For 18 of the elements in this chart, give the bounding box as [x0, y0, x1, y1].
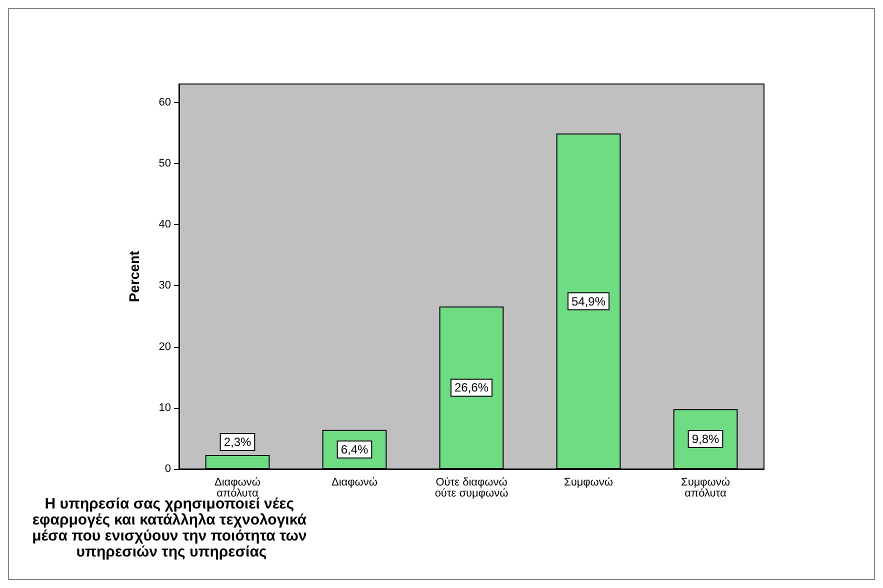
y-tick-label: 20 — [158, 340, 171, 353]
y-tick-label: 30 — [158, 280, 171, 292]
x-tick-label: Συμφωνώ απόλυτα — [681, 476, 730, 500]
data-label: 26,6% — [454, 380, 489, 395]
y-tick-label: 10 — [158, 402, 171, 414]
x-axis-title: Η υπηρεσία σας χρησιμοποιεί νέες εφαρμογές και κατάλληλα τεχνολογικά μέσα που ενισχύουν την ποιότητα των υπηρεσιών της υπηρεσίας — [32, 496, 311, 560]
data-label: 9,8% — [692, 432, 720, 446]
data-label: 2,3% — [224, 434, 252, 449]
y-tick-label: 0 — [164, 463, 171, 475]
y-tick-label: 40 — [158, 218, 171, 231]
x-tick-label: Διαφωνώ — [332, 476, 378, 488]
data-label: 6,4% — [340, 442, 368, 456]
y-tick-label: 50 — [158, 157, 171, 170]
y-tick-label: 60 — [158, 96, 171, 108]
data-label: 54,9% — [571, 294, 606, 308]
x-tick-label: Ούτε διαφωνώ ούτε συμφωνώ — [434, 476, 509, 500]
x-tick-label: Συμφωνώ — [564, 476, 614, 488]
y-axis-title: Percent — [126, 250, 142, 302]
